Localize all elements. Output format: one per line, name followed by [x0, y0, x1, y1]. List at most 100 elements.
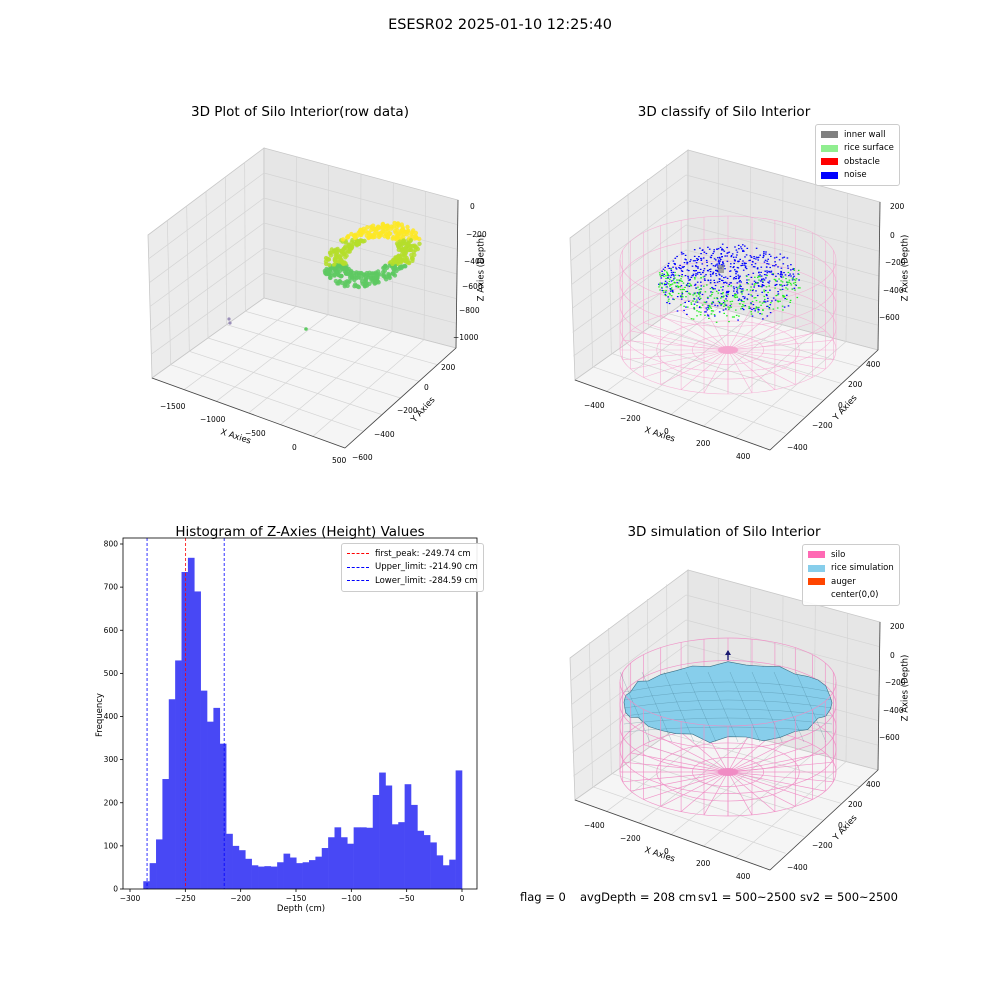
classified-point	[760, 266, 763, 268]
classified-point	[763, 251, 765, 253]
classified-point	[683, 266, 685, 268]
classified-point	[663, 291, 665, 294]
legend-swatch	[821, 144, 838, 152]
histogram-bar	[417, 830, 425, 889]
classified-point	[760, 285, 762, 288]
wire-spoke	[727, 306, 753, 351]
p4-xtick: 0	[664, 847, 669, 856]
classified-point	[765, 251, 767, 253]
classified-point	[755, 307, 758, 309]
classified-point	[780, 267, 783, 269]
classified-point	[723, 305, 725, 307]
surface-mesh-line	[623, 699, 833, 709]
classified-point	[763, 289, 765, 291]
classified-point	[719, 274, 721, 276]
classified-point	[696, 299, 698, 301]
classified-point	[786, 298, 788, 300]
classified-point	[718, 263, 720, 265]
classified-point	[766, 294, 768, 297]
classified-point	[710, 295, 712, 297]
classified-point	[703, 268, 706, 270]
classified-point	[784, 274, 787, 276]
classified-point	[757, 275, 760, 277]
classified-point	[672, 271, 675, 273]
classified-point	[753, 308, 755, 310]
classified-point	[757, 311, 759, 313]
classified-point	[734, 296, 737, 299]
classified-point	[736, 266, 739, 269]
classified-point	[789, 282, 792, 284]
classified-point	[677, 286, 680, 288]
p2-xtick: 200	[696, 439, 711, 448]
classified-point	[676, 310, 679, 312]
classified-point	[699, 314, 702, 316]
classified-point	[787, 265, 789, 267]
data-point	[338, 274, 343, 279]
classified-point	[750, 303, 753, 305]
classified-point	[701, 304, 704, 306]
p4-ztick: −200	[885, 678, 906, 687]
histogram-bar	[289, 857, 297, 889]
classified-point	[704, 314, 706, 316]
classified-point	[661, 270, 663, 272]
histogram-bar	[175, 660, 182, 889]
classified-point	[667, 296, 669, 298]
classified-point	[736, 251, 739, 253]
classified-point	[672, 260, 675, 262]
wire-spoke	[660, 315, 729, 351]
legend-entry-noise: noise	[821, 169, 894, 183]
classified-point	[761, 313, 763, 315]
classified-point	[711, 291, 714, 293]
legend-entry-first-peak: first_peak: -249.74 cm	[347, 547, 478, 561]
histogram-bar	[315, 856, 323, 889]
classified-point	[707, 307, 710, 309]
classified-point	[698, 306, 701, 309]
data-point	[401, 238, 406, 243]
classified-point	[763, 285, 765, 287]
data-point	[405, 258, 410, 263]
classified-point	[764, 298, 766, 300]
classified-point	[703, 278, 706, 280]
classified-point	[777, 273, 779, 275]
classified-point	[714, 288, 716, 290]
classified-point	[754, 283, 756, 285]
histogram-bar	[226, 833, 233, 889]
classified-point	[744, 245, 746, 247]
classified-point	[781, 288, 784, 290]
classified-point	[732, 278, 735, 280]
classified-point	[675, 267, 677, 269]
classified-point	[695, 265, 697, 267]
classified-point	[785, 287, 787, 289]
classified-point	[773, 278, 776, 280]
classified-point	[722, 302, 725, 304]
p1-ztick: 0	[470, 202, 475, 211]
classified-point	[762, 278, 765, 280]
surface-mesh-line	[795, 671, 827, 743]
classified-point	[718, 311, 721, 313]
classified-point	[746, 279, 748, 281]
classified-point	[699, 288, 702, 290]
classified-point	[715, 264, 717, 266]
classified-point	[676, 255, 678, 258]
classified-point	[760, 304, 762, 306]
classified-point	[705, 274, 707, 276]
classified-point	[709, 268, 712, 270]
classified-point	[669, 285, 671, 287]
classified-point	[723, 295, 725, 297]
classified-point	[728, 251, 731, 253]
classified-point	[759, 274, 761, 276]
classified-point	[789, 273, 791, 275]
classified-point	[690, 259, 692, 261]
classified-point	[766, 270, 768, 272]
data-point	[356, 241, 361, 247]
y-tick-label: 600	[104, 626, 119, 635]
data-point	[356, 284, 361, 290]
surface-mesh-line	[641, 671, 673, 743]
x-tick-label: −100	[341, 894, 362, 903]
histogram-bar	[302, 862, 310, 889]
classified-point	[781, 305, 784, 307]
classified-point	[672, 266, 674, 268]
classified-point	[690, 284, 692, 286]
classified-point	[684, 301, 686, 304]
classified-point	[673, 298, 675, 301]
